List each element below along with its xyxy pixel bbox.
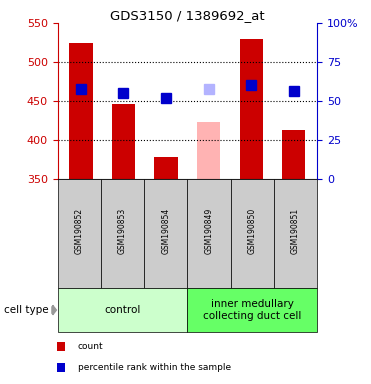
Text: GSM190853: GSM190853 — [118, 208, 127, 255]
Text: cell type: cell type — [4, 305, 48, 315]
Text: GSM190851: GSM190851 — [291, 208, 300, 255]
Text: control: control — [104, 305, 141, 315]
Text: GSM190854: GSM190854 — [161, 208, 170, 255]
Bar — [282, 129, 305, 179]
Text: inner medullary
collecting duct cell: inner medullary collecting duct cell — [203, 299, 302, 321]
Bar — [69, 43, 93, 179]
Bar — [112, 104, 135, 179]
Bar — [197, 122, 220, 179]
Text: percentile rank within the sample: percentile rank within the sample — [78, 363, 231, 372]
Text: count: count — [78, 342, 104, 351]
Text: GSM190850: GSM190850 — [248, 208, 257, 255]
Bar — [240, 39, 263, 179]
Text: GSM190852: GSM190852 — [75, 208, 83, 255]
Title: GDS3150 / 1389692_at: GDS3150 / 1389692_at — [110, 9, 265, 22]
Text: GSM190849: GSM190849 — [204, 208, 213, 255]
Bar — [154, 157, 178, 179]
